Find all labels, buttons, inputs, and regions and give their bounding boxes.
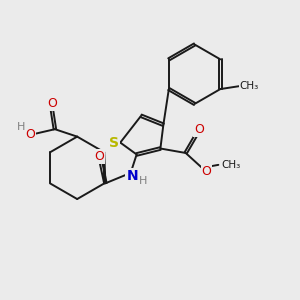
Text: O: O	[94, 150, 104, 163]
Text: O: O	[26, 128, 35, 141]
Text: H: H	[16, 122, 25, 132]
Text: O: O	[202, 165, 212, 178]
Text: N: N	[126, 169, 138, 184]
Text: CH₃: CH₃	[240, 81, 259, 91]
Text: H: H	[139, 176, 147, 186]
Text: O: O	[47, 97, 57, 110]
Text: O: O	[194, 123, 204, 136]
Text: S: S	[109, 136, 119, 150]
Text: CH₃: CH₃	[221, 160, 241, 170]
